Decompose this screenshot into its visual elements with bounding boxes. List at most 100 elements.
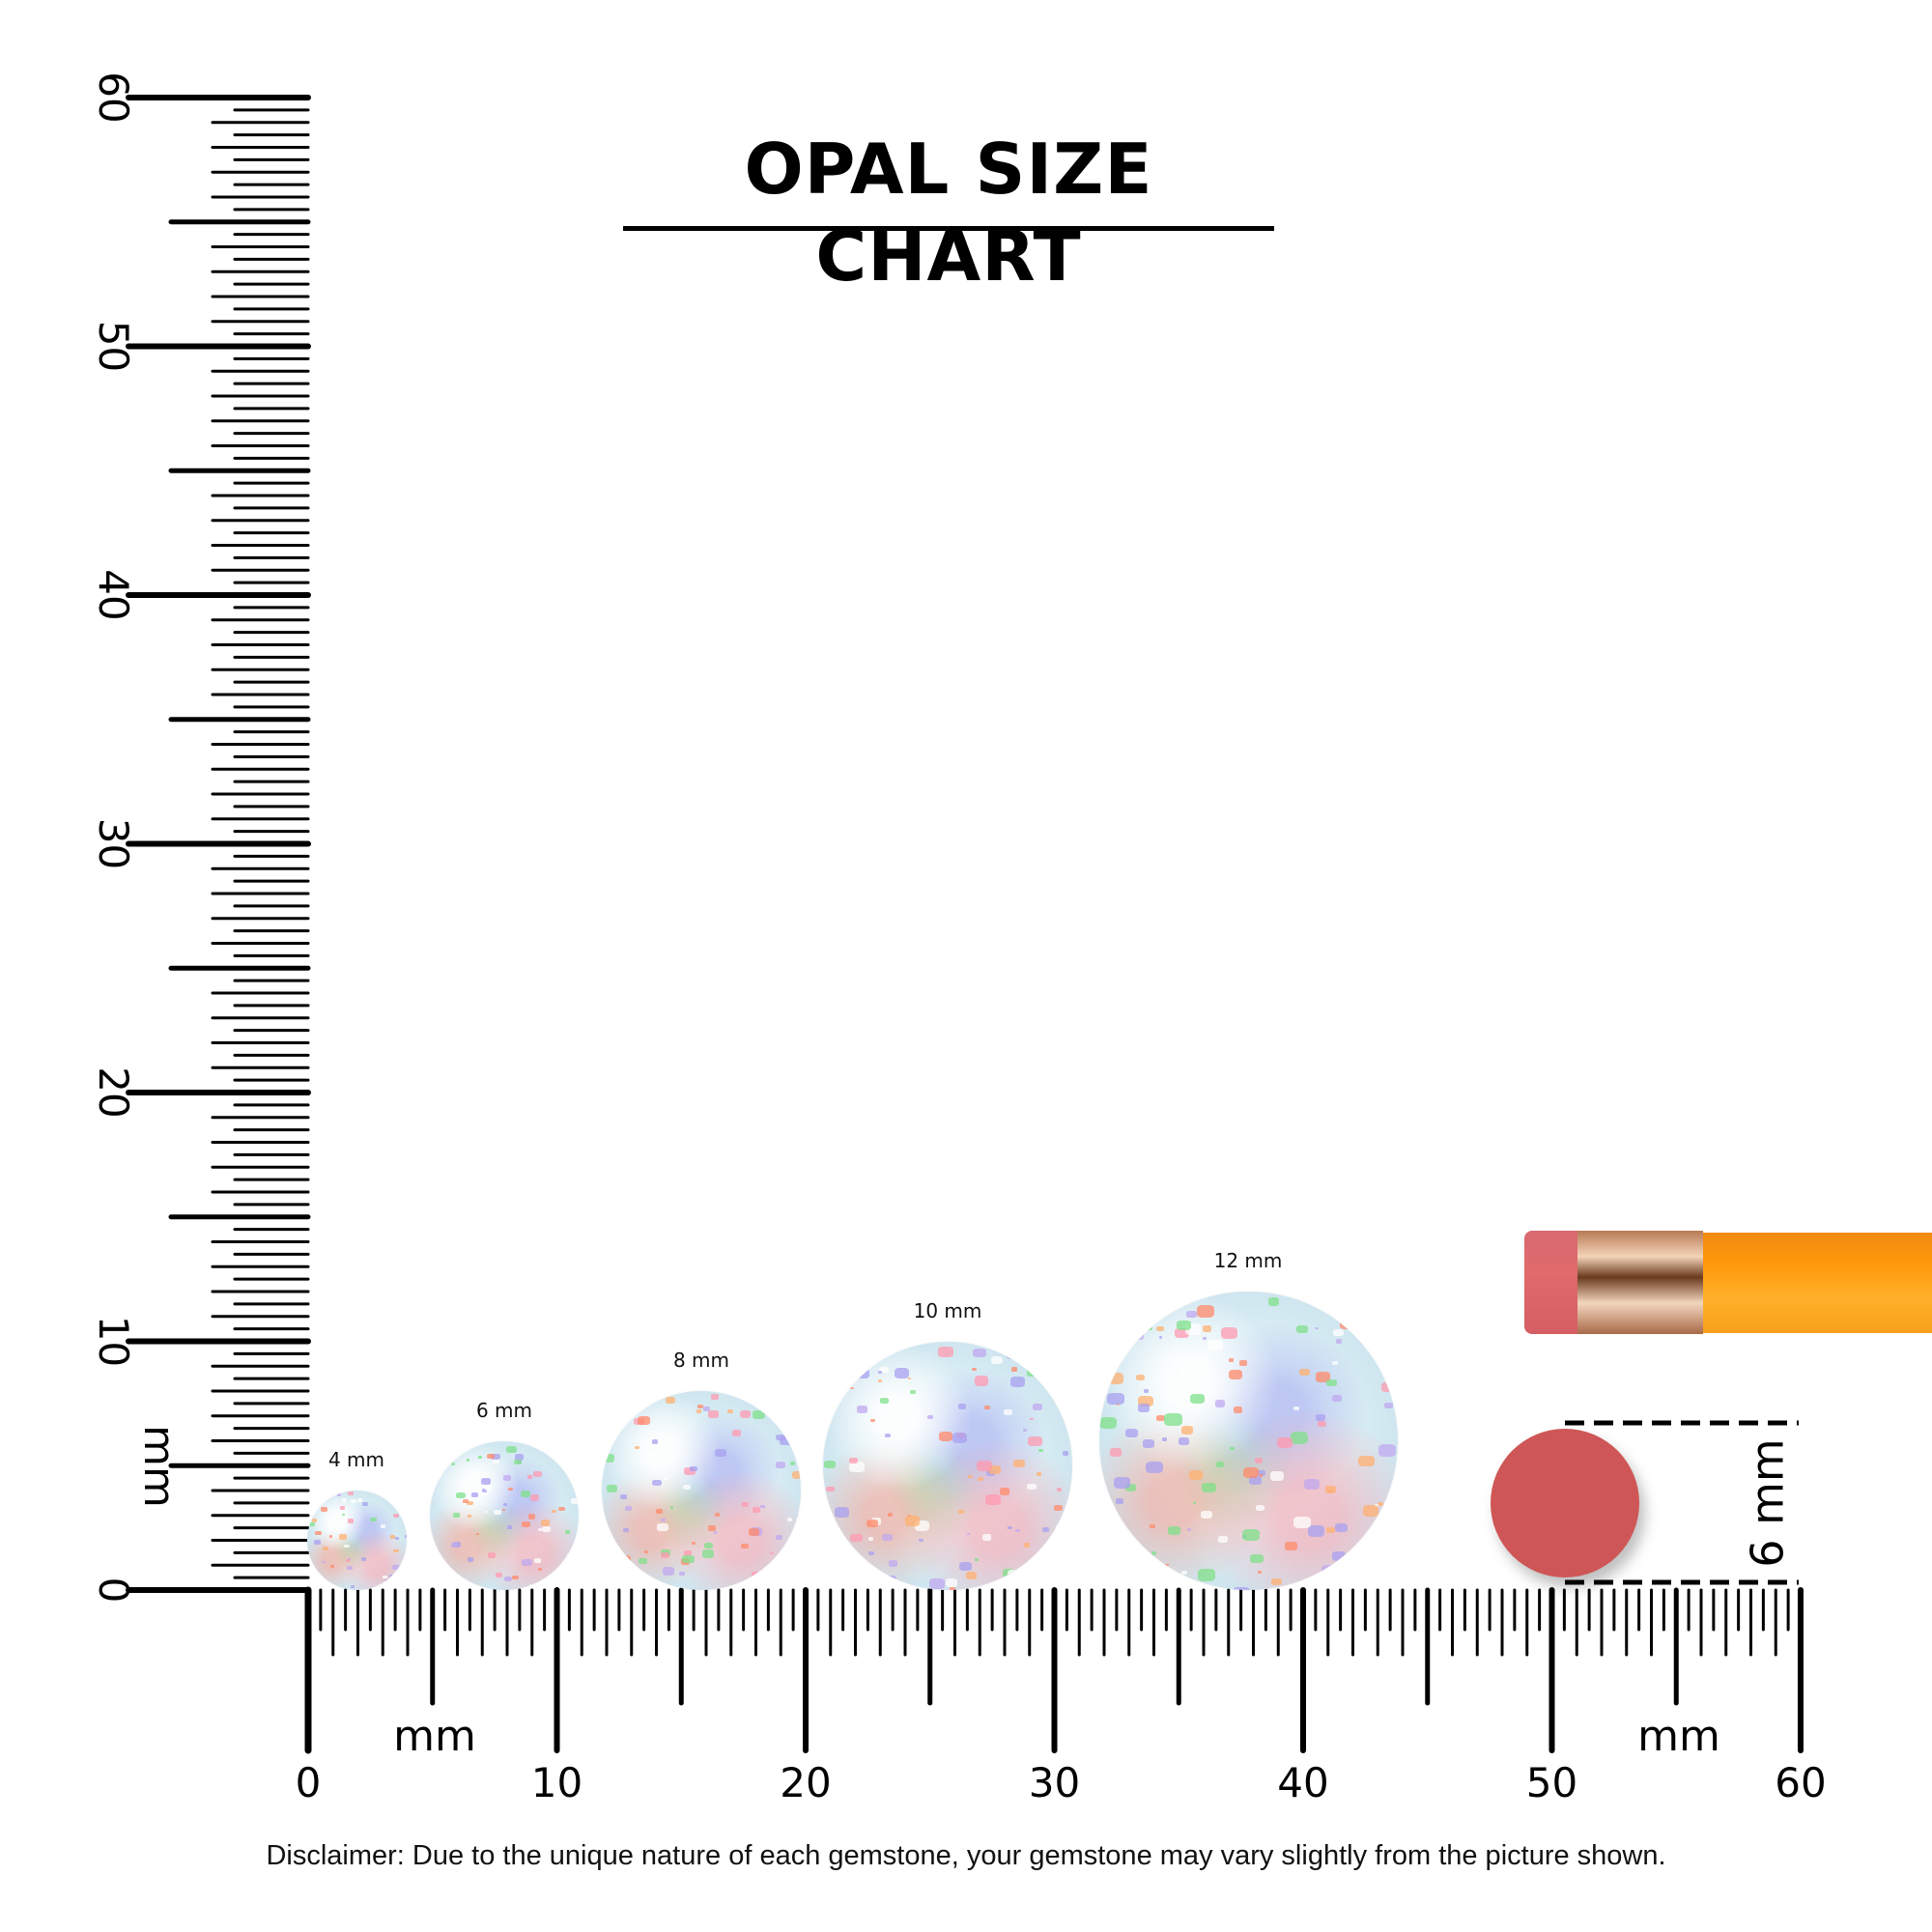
opal-fire-speck — [463, 1498, 469, 1504]
title-underline — [623, 226, 1274, 231]
opal-fire-speck — [867, 1550, 875, 1556]
opal-fire-speck — [394, 1537, 399, 1541]
opal-fire-speck — [977, 1476, 984, 1482]
opal-fire-speck — [1010, 1367, 1017, 1372]
opal-fire-speck — [825, 1383, 835, 1390]
opal-fire-speck — [496, 1572, 503, 1577]
opal-fire-speck — [715, 1449, 727, 1458]
opal-stone — [823, 1341, 1072, 1590]
opal-fire-speck — [1267, 1297, 1280, 1306]
opal-fire-speck — [985, 1494, 1001, 1506]
opal-fire-speck — [662, 1566, 675, 1576]
opal-fire-speck — [708, 1410, 719, 1418]
opal-fire-speck — [704, 1543, 713, 1549]
opal-fire-speck — [1198, 1569, 1216, 1581]
opal-fire-speck — [450, 1463, 455, 1465]
opal-fire-speck — [655, 1508, 663, 1514]
opal-fire-speck — [529, 1583, 536, 1589]
opal-fire-speck — [966, 1532, 971, 1535]
opal-fire-speck — [1335, 1339, 1343, 1344]
opal-fire-speck — [1228, 1357, 1235, 1362]
x-tick-label: 50 — [1526, 1759, 1577, 1806]
opal-fire-speck — [1248, 1475, 1263, 1486]
opal-fire-speck — [626, 1414, 633, 1419]
opal-fire-speck — [635, 1445, 639, 1449]
opal-fire-speck — [512, 1575, 519, 1580]
opal-fire-speck — [878, 1366, 889, 1374]
opal-fire-speck — [1257, 1571, 1263, 1575]
opal-fire-speck — [1107, 1372, 1124, 1384]
opal-fire-speck — [665, 1396, 676, 1405]
pencil-body — [1703, 1233, 1932, 1333]
opal-fire-speck — [348, 1491, 354, 1495]
opal-fire-speck — [929, 1577, 945, 1589]
opal-fire-speck — [741, 1543, 749, 1548]
opal-fire-speck — [988, 1465, 1001, 1475]
opal-fire-speck — [780, 1436, 793, 1446]
opal-fire-speck — [1106, 1336, 1118, 1345]
x-tick-label: 20 — [780, 1759, 831, 1806]
opal-fire-speck — [311, 1583, 316, 1587]
opal-fire-speck — [631, 1572, 640, 1579]
opal-fire-speck — [637, 1415, 650, 1425]
opal-fire-speck — [1010, 1377, 1025, 1387]
opal-fire-speck — [1293, 1406, 1300, 1411]
opal-fire-speck — [1324, 1486, 1336, 1494]
opal-fire-speck — [1378, 1444, 1396, 1458]
opal-fire-speck — [882, 1533, 894, 1542]
opal-fire-speck — [758, 1588, 762, 1590]
opal-fire-speck — [866, 1519, 879, 1528]
opal-fire-speck — [1303, 1479, 1320, 1491]
opal-fire-speck — [1003, 1408, 1013, 1416]
opal-fire-speck — [1285, 1541, 1298, 1550]
opal-fire-speck — [697, 1404, 704, 1408]
opal-fire-speck — [711, 1394, 719, 1400]
opal-fire-speck — [1107, 1393, 1124, 1406]
opal-fire-speck — [607, 1484, 618, 1492]
opal-fire-speck — [786, 1397, 798, 1406]
opal-fire-speck — [692, 1541, 696, 1545]
opal-fire-speck — [444, 1454, 452, 1460]
opal-fire-speck — [894, 1368, 910, 1379]
opal-fire-speck — [714, 1531, 718, 1534]
opal-fire-speck — [907, 1377, 912, 1379]
opal-fire-speck — [683, 1484, 692, 1491]
opal-fire-speck — [1116, 1403, 1121, 1406]
opal-fire-speck — [831, 1349, 845, 1359]
opal-fire-speck — [972, 1348, 986, 1358]
opal-fire-speck — [1121, 1542, 1125, 1546]
opal-fire-speck — [1257, 1470, 1266, 1477]
opal-fire-speck — [1135, 1374, 1146, 1381]
opal-fire-speck — [784, 1424, 793, 1430]
opal-fire-speck — [661, 1519, 666, 1522]
opal-fire-speck — [791, 1471, 801, 1480]
opal-fire-speck — [1217, 1536, 1228, 1544]
opal-fire-speck — [450, 1542, 459, 1548]
opal-fire-speck — [1360, 1326, 1367, 1330]
opal-fire-speck — [878, 1586, 891, 1590]
opal-fire-speck — [470, 1492, 478, 1497]
opal-fire-speck — [786, 1518, 793, 1522]
opal-fire-speck — [602, 1454, 615, 1463]
opal-fire-speck — [972, 1367, 978, 1372]
opal-fire-speck — [1028, 1435, 1042, 1446]
opal-fire-speck — [534, 1558, 542, 1563]
opal-fire-speck — [910, 1389, 917, 1395]
opal-fire-speck — [1027, 1483, 1037, 1491]
opal-fire-speck — [347, 1519, 354, 1523]
opal-fire-speck — [346, 1558, 351, 1562]
opal-fire-speck — [684, 1550, 693, 1556]
opal-fire-speck — [1202, 1482, 1216, 1493]
opal-fire-speck — [748, 1528, 759, 1537]
opal-fire-speck — [1375, 1572, 1380, 1577]
opal-fire-speck — [1256, 1505, 1264, 1512]
y-axis-unit-label: mm — [134, 1425, 184, 1508]
opal-fire-speck — [858, 1348, 869, 1355]
opal-fire-speck — [945, 1578, 958, 1587]
opal-fire-speck — [619, 1494, 627, 1499]
opal-fire-speck — [714, 1512, 720, 1517]
y-tick-label: 30 — [90, 818, 137, 869]
opal-fire-speck — [529, 1493, 540, 1501]
opal-fire-speck — [1023, 1542, 1031, 1548]
